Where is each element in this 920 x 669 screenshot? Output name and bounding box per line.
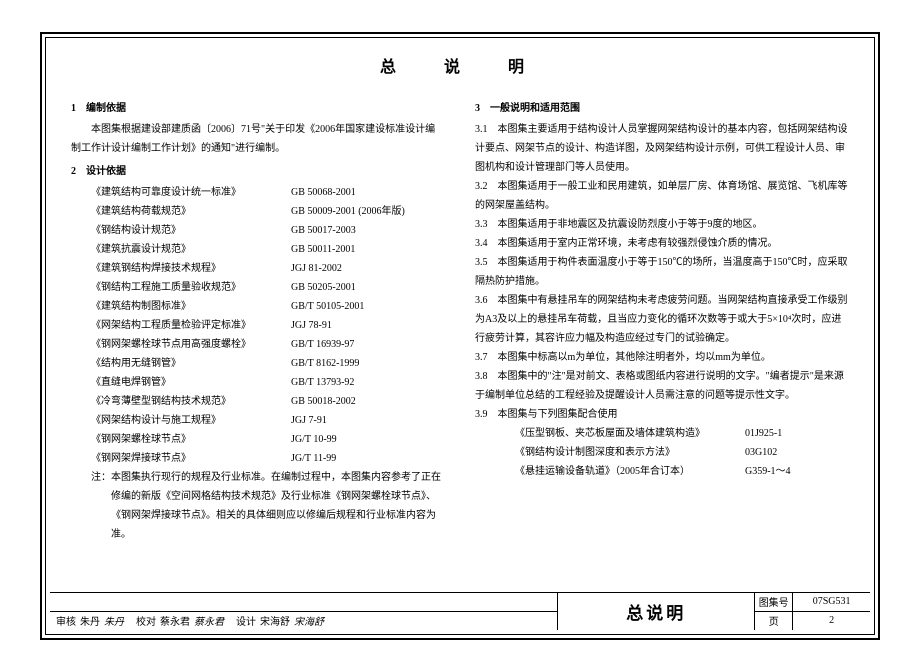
standard-code: JGJ 78-91 [291,316,445,335]
standard-row: 《建筑抗震设计规范》GB 50011-2001 [71,240,445,259]
section-1-para: 本图集根据建设部建质函〔2006〕71号"关于印发《2006年国家建设标准设计编… [71,120,445,158]
standard-row: 《网架结构设计与施工规程》JGJ 7-91 [71,411,445,430]
sig-name: 朱丹 [80,613,100,628]
sig-label: 审核 [56,613,76,628]
standard-code: JGJ 81-2002 [291,259,445,278]
sub-standard-name: 《钢结构设计制图深度和表示方法》 [515,443,745,462]
standard-code: GB 50018-2002 [291,392,445,411]
section-3-item: 3.9 本图集与下列图集配合使用 [475,405,849,424]
standard-row: 《建筑结构荷载规范》GB 50009-2001 (2006年版) [71,202,445,221]
left-column: 1 编制依据 本图集根据建设部建质函〔2006〕71号"关于印发《2006年国家… [71,95,445,586]
sub-standard-code: 01J925-1 [745,424,782,443]
standard-row: 《建筑结构制图标准》GB/T 50105-2001 [71,297,445,316]
standard-name: 《建筑抗震设计规范》 [91,240,291,259]
standard-code: GB 50068-2001 [291,183,445,202]
sig-name: 蔡永君 [160,613,190,628]
standard-code: GB/T 8162-1999 [291,354,445,373]
section-3-item: 3.7 本图集中标高以m为单位，其他除注明者外，均以mm为单位。 [475,348,849,367]
document-title: 总 说 明 [71,53,849,83]
standard-name: 《网架结构设计与施工规程》 [91,411,291,430]
sig-name: 宋海舒 [260,613,290,628]
standard-name: 《建筑结构荷载规范》 [91,202,291,221]
two-column-layout: 1 编制依据 本图集根据建设部建质函〔2006〕71号"关于印发《2006年国家… [71,95,849,586]
page-number: 2 [793,612,870,631]
sig-handwriting: 朱丹 [104,613,124,628]
sub-standard-name: 《压型钢板、夹芯板屋面及墙体建筑构造》 [515,424,745,443]
standard-code: GB/T 16939-97 [291,335,445,354]
section-3-item: 3.6 本图集中有悬挂吊车的网架结构未考虑疲劳问题。当网架结构直接承受工作级别为… [475,291,849,348]
standard-row: 《网架结构工程质量检验评定标准》JGJ 78-91 [71,316,445,335]
signatures-row: 审核朱丹朱丹校对蔡永君蔡永君设计宋海舒宋海舒 [50,612,557,631]
standard-name: 《直缝电焊钢管》 [91,373,291,392]
sub-standard-code: G359-1～4 [745,462,791,481]
title-block: 审核朱丹朱丹校对蔡永君蔡永君设计宋海舒宋海舒 总说明 图集号 07SG531 页… [50,592,870,630]
standard-row: 《钢网架焊接球节点》JG/T 11-99 [71,449,445,468]
sig-handwriting: 宋海舒 [294,613,324,628]
sheet-title: 总说明 [558,593,755,630]
standard-name: 《钢网架螺栓球节点》 [91,430,291,449]
section-3-item: 3.1 本图集主要适用于结构设计人员掌握网架结构设计的基本内容，包括网架结构设计… [475,120,849,177]
standard-row: 《钢结构工程施工质量验收规范》GB 50205-2001 [71,278,445,297]
sub-standard-name: 《悬挂运输设备轨道》（2005年合订本） [515,462,745,481]
page-label: 页 [755,612,793,631]
drawing-frame-outer: 总 说 明 1 编制依据 本图集根据建设部建质函〔2006〕71号"关于印发《2… [40,32,880,640]
section-3-items: 3.1 本图集主要适用于结构设计人员掌握网架结构设计的基本内容，包括网架结构设计… [475,120,849,424]
standard-row: 《结构用无缝钢管》GB/T 8162-1999 [71,354,445,373]
section-2-note: 注：本图集执行现行的规程及行业标准。在编制过程中，本图集内容参考了正在修编的新版… [71,468,445,544]
right-column: 3 一般说明和适用范围 3.1 本图集主要适用于结构设计人员掌握网架结构设计的基… [475,95,849,586]
standard-row: 《钢网架螺栓球节点用高强度螺栓》GB/T 16939-97 [71,335,445,354]
sub-standard-code: 03G102 [745,443,777,462]
standard-code: GB/T 50105-2001 [291,297,445,316]
section-3-item: 3.8 本图集中的"注"是对前文、表格或图纸内容进行说明的文字。"编者提示"是来… [475,367,849,405]
standard-name: 《建筑钢结构焊接技术规程》 [91,259,291,278]
standard-name: 《钢网架焊接球节点》 [91,449,291,468]
section-3-item: 3.5 本图集适用于构件表面温度小于等于150℃的场所，当温度高于150℃时，应… [475,253,849,291]
sig-handwriting: 蔡永君 [194,613,224,628]
set-code-label: 图集号 [755,593,793,611]
standard-name: 《钢结构工程施工质量验收规范》 [91,278,291,297]
approval-row [50,593,557,612]
sub-standard-row: 《钢结构设计制图深度和表示方法》03G102 [475,443,849,462]
page-content: 总 说 明 1 编制依据 本图集根据建设部建质函〔2006〕71号"关于印发《2… [46,38,874,594]
standard-row: 《钢网架螺栓球节点》JG/T 10-99 [71,430,445,449]
standard-row: 《冷弯薄壁型钢结构技术规范》GB 50018-2002 [71,392,445,411]
title-block-left: 审核朱丹朱丹校对蔡永君蔡永君设计宋海舒宋海舒 [50,593,558,630]
sig-label: 设计 [236,613,256,628]
sig-label: 校对 [136,613,156,628]
standard-name: 《网架结构工程质量检验评定标准》 [91,316,291,335]
set-code-value: 07SG531 [793,593,870,611]
standards-list: 《建筑结构可靠度设计统一标准》GB 50068-2001《建筑结构荷载规范》GB… [71,183,445,468]
standard-row: 《直缝电焊钢管》GB/T 13793-92 [71,373,445,392]
standard-name: 《钢结构设计规范》 [91,221,291,240]
standard-code: JG/T 11-99 [291,449,445,468]
section-3-sublist: 《压型钢板、夹芯板屋面及墙体建筑构造》01J925-1《钢结构设计制图深度和表示… [475,424,849,481]
section-3-item: 3.3 本图集适用于非地震区及抗震设防烈度小于等于9度的地区。 [475,215,849,234]
section-2-head: 2 设计依据 [71,162,445,181]
standard-name: 《建筑结构可靠度设计统一标准》 [91,183,291,202]
standard-code: JG/T 10-99 [291,430,445,449]
sub-standard-row: 《压型钢板、夹芯板屋面及墙体建筑构造》01J925-1 [475,424,849,443]
standard-row: 《建筑钢结构焊接技术规程》JGJ 81-2002 [71,259,445,278]
section-3-item: 3.2 本图集适用于一般工业和民用建筑，如单层厂房、体育场馆、展览馆、飞机库等的… [475,177,849,215]
title-block-right: 图集号 07SG531 页 2 [755,593,870,630]
standard-name: 《结构用无缝钢管》 [91,354,291,373]
drawing-frame-inner: 总 说 明 1 编制依据 本图集根据建设部建质函〔2006〕71号"关于印发《2… [45,37,875,635]
standard-code: GB 50017-2003 [291,221,445,240]
standard-row: 《钢结构设计规范》GB 50017-2003 [71,221,445,240]
standard-code: GB/T 13793-92 [291,373,445,392]
section-3-head: 3 一般说明和适用范围 [475,99,849,118]
section-1-head: 1 编制依据 [71,99,445,118]
standard-code: JGJ 7-91 [291,411,445,430]
standard-name: 《钢网架螺栓球节点用高强度螺栓》 [91,335,291,354]
standard-code: GB 50205-2001 [291,278,445,297]
standard-code: GB 50009-2001 (2006年版) [291,202,445,221]
standard-name: 《冷弯薄壁型钢结构技术规范》 [91,392,291,411]
section-3-item: 3.4 本图集适用于室内正常环境，未考虑有较强烈侵蚀介质的情况。 [475,234,849,253]
standard-code: GB 50011-2001 [291,240,445,259]
sub-standard-row: 《悬挂运输设备轨道》（2005年合订本）G359-1～4 [475,462,849,481]
standard-row: 《建筑结构可靠度设计统一标准》GB 50068-2001 [71,183,445,202]
standard-name: 《建筑结构制图标准》 [91,297,291,316]
